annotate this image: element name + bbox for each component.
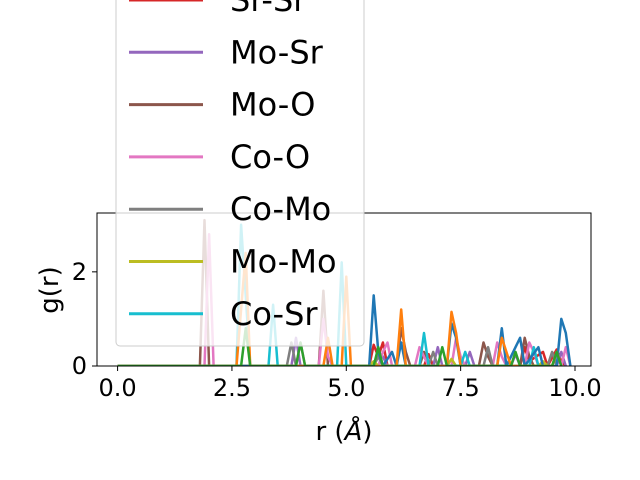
x-axis: 0.0 2.5 5.0 7.5 10.0 (98, 366, 602, 402)
y-tick-label: 0 (72, 352, 87, 380)
legend-entry-label: Co-Mo (230, 190, 331, 228)
series-line-4 (117, 341, 558, 366)
legend-entry-label: Sr-Sr (230, 0, 307, 19)
legend-entry-label: Co-Sr (230, 295, 318, 333)
y-tick-label: 2 (72, 258, 87, 286)
series-layer (117, 218, 572, 366)
y-axis: 02 (72, 258, 97, 380)
y-axis-label: g(r) (35, 266, 65, 313)
legend-entry-label: Mo-Sr (230, 33, 324, 71)
series-line-8 (117, 251, 563, 366)
legend-entry-label: Mo-O (230, 86, 315, 124)
x-tick-label: 10.0 (548, 374, 601, 402)
x-tick-label: 7.5 (442, 374, 480, 402)
x-tick-label: 0.0 (98, 374, 136, 402)
legend: Sr-Sr Mo-Sr Mo-O Co-O Co-Mo Mo-Mo Co-Sr (115, 0, 365, 347)
legend-entry-label: Co-O (230, 138, 310, 176)
legend-frame (115, 0, 365, 347)
legend-entry-label: Mo-Mo (230, 243, 337, 281)
x-axis-label: r (Å) (315, 415, 372, 447)
x-tick-label: 5.0 (327, 374, 365, 402)
x-tick-label: 2.5 (213, 374, 251, 402)
series-line-5 (117, 357, 549, 366)
